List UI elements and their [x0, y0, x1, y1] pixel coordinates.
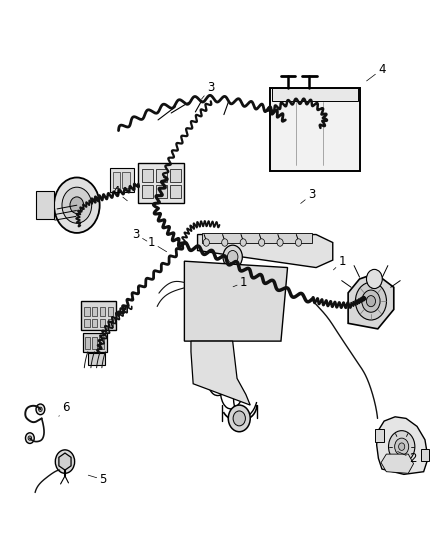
Text: 5: 5 [88, 473, 106, 486]
Text: 6: 6 [59, 401, 70, 416]
Polygon shape [59, 453, 71, 470]
Bar [88, 353, 105, 365]
Circle shape [62, 187, 92, 223]
Bar [92, 307, 97, 316]
Polygon shape [376, 417, 427, 474]
Polygon shape [191, 341, 250, 405]
Circle shape [394, 438, 408, 455]
Text: 3: 3 [300, 188, 314, 204]
Text: 4: 4 [112, 185, 127, 201]
Circle shape [295, 239, 301, 246]
Circle shape [54, 177, 99, 233]
Circle shape [258, 239, 264, 246]
Polygon shape [197, 235, 332, 268]
Bar [420, 449, 428, 461]
Text: 4: 4 [366, 63, 385, 81]
Bar [99, 307, 105, 316]
Circle shape [240, 239, 246, 246]
Bar [82, 333, 106, 352]
Text: 1: 1 [147, 236, 166, 252]
Bar [113, 172, 120, 188]
Bar [36, 191, 54, 219]
Bar [107, 319, 113, 327]
Circle shape [388, 431, 414, 463]
Bar [92, 319, 97, 327]
Text: 3: 3 [201, 82, 214, 99]
Circle shape [223, 245, 242, 269]
Polygon shape [184, 261, 287, 341]
Circle shape [25, 433, 34, 443]
Bar [155, 169, 167, 182]
Circle shape [398, 443, 404, 450]
Bar [170, 185, 181, 198]
Bar [272, 88, 357, 101]
Bar [170, 169, 181, 182]
Polygon shape [380, 454, 413, 473]
Circle shape [221, 239, 227, 246]
Bar [107, 307, 113, 316]
Circle shape [39, 407, 42, 411]
Bar [141, 169, 153, 182]
Bar [99, 337, 104, 349]
Text: 3: 3 [132, 228, 147, 241]
Bar [84, 319, 89, 327]
Circle shape [355, 282, 385, 320]
Bar [122, 172, 129, 188]
Bar [92, 337, 97, 349]
Circle shape [28, 436, 32, 440]
Circle shape [366, 296, 374, 306]
Bar [138, 163, 184, 203]
Circle shape [366, 269, 381, 288]
Bar [99, 319, 105, 327]
Bar [110, 168, 134, 192]
Circle shape [227, 251, 237, 263]
Circle shape [228, 405, 250, 432]
Text: 2: 2 [397, 451, 416, 465]
Text: 1: 1 [333, 255, 346, 270]
Bar [374, 429, 383, 442]
Circle shape [70, 197, 84, 214]
Circle shape [361, 290, 379, 312]
Polygon shape [347, 273, 393, 329]
Circle shape [203, 239, 209, 246]
Circle shape [276, 239, 283, 246]
Bar [201, 233, 311, 243]
Text: 1: 1 [233, 276, 247, 289]
Bar [269, 88, 359, 171]
Bar [141, 185, 153, 198]
Bar [81, 301, 116, 330]
Circle shape [36, 404, 45, 415]
Bar [155, 185, 167, 198]
Circle shape [55, 450, 74, 473]
Circle shape [233, 411, 245, 426]
Bar [85, 337, 90, 349]
Bar [84, 307, 89, 316]
